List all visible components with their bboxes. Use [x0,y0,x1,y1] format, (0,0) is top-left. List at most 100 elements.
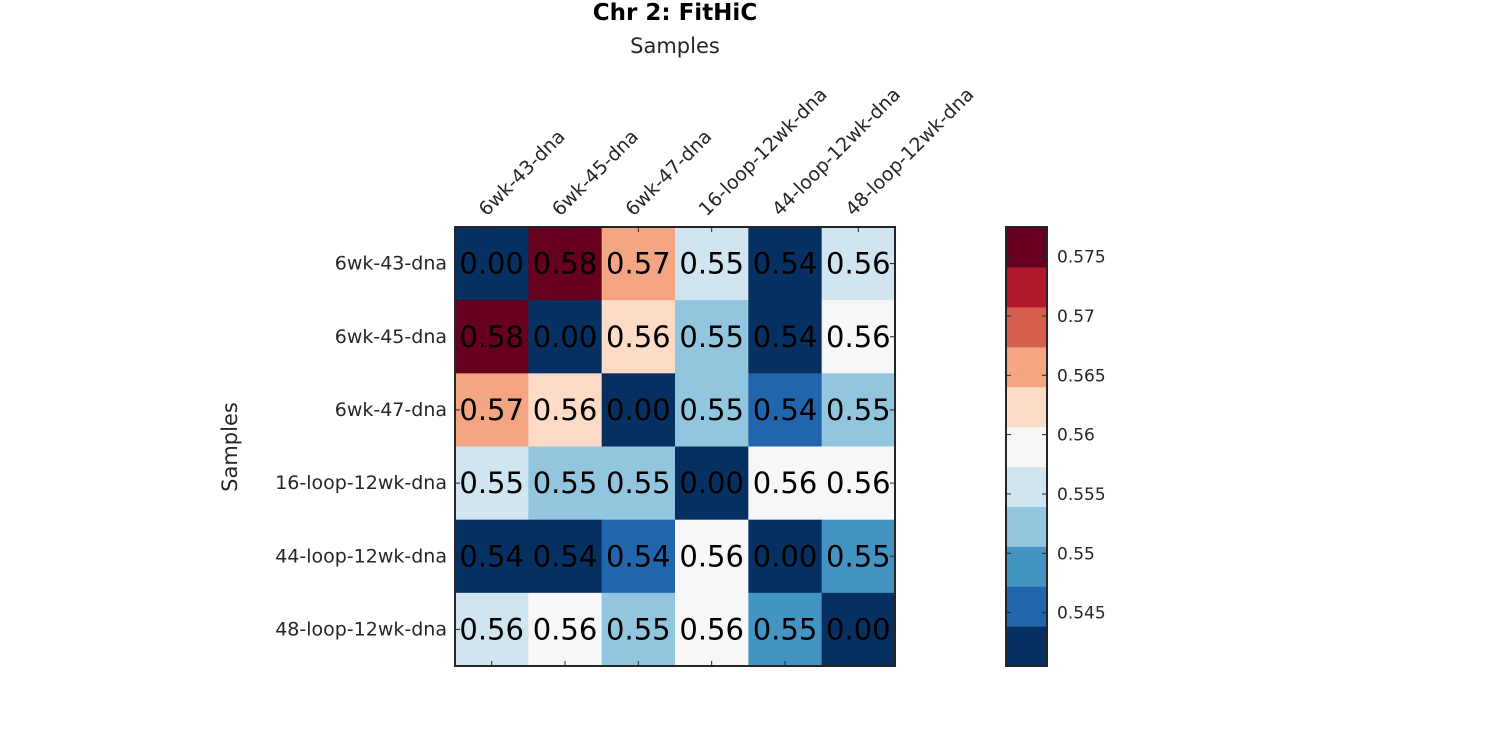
heatmap-cell [601,446,676,521]
heatmap-cell [528,519,603,594]
cell-value-label: 0.58 [533,247,598,281]
y-tick-label: 6wk-43-dna [335,253,447,275]
cell-value-label: 0.00 [606,393,671,427]
colorbar-tick-label: 0.57 [1057,307,1095,327]
colorbar-segment [1006,586,1047,627]
heatmap-cell [528,227,603,301]
cell-value-label: 0.56 [679,612,744,646]
cell-value-label: 0.55 [606,612,671,646]
heatmap-cell-labels: 0.00 0.58 0.57 0.55 0.54 0.560.58 0.00 0.56 0.55… [459,247,890,647]
heatmap-cell [455,300,529,374]
colorbar-segment [1006,306,1047,348]
cell-value-label: 0.58 [459,320,524,354]
colorbar [1006,227,1047,667]
cell-value-label: 0.54 [606,539,671,573]
colorbar-frame [1005,226,1048,667]
heatmap-cell [601,519,676,594]
heatmap-cell [821,227,896,301]
cell-value-label: 0.00 [753,539,818,573]
x-tick-labels: 6wk-43-dna6wk-45-dna6wk-47-dna16-loop-12… [475,83,979,220]
cell-value-label: 0.56 [533,612,598,646]
colorbar-segment [1006,266,1047,308]
heatmap-cell [821,592,896,667]
heatmap-cell [528,373,603,448]
heatmap-cell [528,446,603,521]
colorbar-tick-label: 0.575 [1057,248,1106,268]
heatmap-cell [821,300,896,374]
heatmap-cell [675,446,749,521]
x-tick-label: 44-loop-12wk-dna [768,83,905,220]
colorbar-tick-label: 0.55 [1057,544,1095,564]
heatmap-cell [675,300,749,374]
colorbar-tick-label: 0.545 [1057,604,1106,624]
y-axis-label: Samples [218,402,242,492]
heatmap-cell [455,446,529,521]
cell-value-label: 0.00 [826,612,891,646]
cell-value-label: 0.55 [679,320,744,354]
colorbar-tick-label: 0.565 [1057,366,1106,386]
colorbar-segment [1006,386,1047,428]
cell-value-label: 0.54 [533,539,598,573]
y-tick-label: 6wk-45-dna [335,326,447,348]
heatmap-cell [821,373,896,448]
cell-value-label: 0.55 [606,466,671,500]
heatmap-cell [601,373,676,448]
colorbar-segment [1006,506,1047,547]
colorbar-tick-label: 0.56 [1057,426,1095,446]
cell-value-label: 0.55 [826,539,891,573]
heatmap-cell [675,373,749,448]
heatmap-cell [601,300,676,374]
x-tick-label: 48-loop-12wk-dna [841,83,978,220]
heatmap-cell [821,446,896,521]
x-axis-label: Samples [630,34,720,58]
colorbar-segment [1006,227,1047,268]
heatmap-cell [675,227,749,301]
heatmap-cell [675,592,749,667]
cell-value-label: 0.00 [533,320,598,354]
heatmap-cell [455,592,529,667]
cell-value-label: 0.55 [459,466,524,500]
heatmap-cell [675,519,749,594]
cell-value-label: 0.56 [826,466,891,500]
colorbar-tick-label: 0.555 [1057,485,1106,505]
cell-value-label: 0.54 [753,393,818,427]
heatmap-cell [748,373,823,448]
heatmap-cell [455,373,529,448]
heatmap-cell [748,592,823,667]
cell-value-label: 0.54 [753,320,818,354]
cell-value-label: 0.56 [753,466,818,500]
heatmap-cell [601,227,676,301]
heatmap-cell [821,519,896,594]
heatmap-frame [454,226,896,667]
cell-value-label: 0.56 [826,247,891,281]
cell-value-label: 0.57 [606,247,671,281]
cell-value-label: 0.00 [679,466,744,500]
colorbar-segment [1006,546,1047,587]
heatmap-cell [528,300,603,374]
cell-value-label: 0.56 [459,612,524,646]
heatmap-cell [748,300,823,374]
heatmap-cells [455,227,896,667]
y-tick-label: 16-loop-12wk-dna [275,472,447,494]
cell-value-label: 0.55 [679,247,744,281]
cell-value-label: 0.56 [606,320,671,354]
x-tick-label: 16-loop-12wk-dna [695,83,832,220]
chart-title: Chr 2: FitHiC [592,0,758,26]
heatmap-cell [528,592,603,667]
colorbar-tick-labels: 0.545 0.55 0.555 0.56 0.565 0.57 0.575 [1006,248,1106,624]
heatmap-cell [748,227,823,301]
cell-value-label: 0.56 [533,393,598,427]
colorbar-segment [1006,466,1047,507]
colorbar-segment [1006,346,1047,388]
heatmap-cell [748,446,823,521]
cell-value-label: 0.54 [459,539,524,573]
heatmap-cell [748,519,823,594]
y-tick-label: 6wk-47-dna [335,399,447,421]
y-tick-label: 48-loop-12wk-dna [275,618,447,640]
heatmap-cell [601,592,676,667]
cell-value-label: 0.56 [826,320,891,354]
y-tick-label: 44-loop-12wk-dna [275,545,447,567]
cell-value-label: 0.56 [679,539,744,573]
y-tick-labels: 6wk-43-dna 6wk-45-dna 6wk-47-dna 16-loop-12… [275,253,447,641]
